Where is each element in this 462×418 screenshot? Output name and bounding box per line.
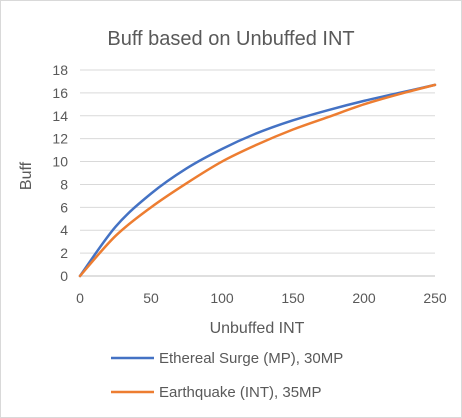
chart-title: Buff based on Unbuffed INT (107, 28, 355, 50)
y-tick-label: 8 (60, 176, 68, 192)
x-tick-label: 150 (281, 290, 305, 306)
y-axis-title: Buff (18, 161, 35, 190)
y-tick-label: 4 (60, 222, 68, 238)
y-tick-label: 12 (52, 131, 68, 147)
y-tick-labels: 0 2 4 6 8 10 12 14 16 18 (52, 62, 68, 284)
x-tick-label: 0 (76, 290, 84, 306)
x-axis-title: Unbuffed INT (210, 320, 305, 337)
series-lines (78, 83, 437, 278)
gridlines (80, 69, 435, 277)
x-tick-label: 250 (423, 290, 447, 306)
y-tick-label: 6 (60, 199, 68, 215)
series-line-1 (78, 83, 437, 278)
x-tick-label: 50 (143, 290, 159, 306)
legend-label: Ethereal Surge (MP), 30MP (159, 350, 343, 367)
legend: Ethereal Surge (MP), 30MP Earthquake (INT… (111, 350, 343, 401)
y-tick-label: 2 (60, 245, 68, 261)
y-tick-label: 14 (52, 108, 68, 124)
x-tick-labels: 0 50 100 150 200 250 (76, 290, 447, 306)
x-tick-label: 200 (352, 290, 376, 306)
series-line-2 (78, 83, 437, 278)
x-tick-label: 100 (210, 290, 234, 306)
y-tick-label: 10 (52, 154, 68, 170)
legend-label: Earthquake (INT), 35MP (159, 384, 322, 401)
y-tick-label: 0 (60, 268, 68, 284)
y-tick-label: 16 (52, 85, 68, 101)
y-tick-label: 18 (52, 62, 68, 78)
